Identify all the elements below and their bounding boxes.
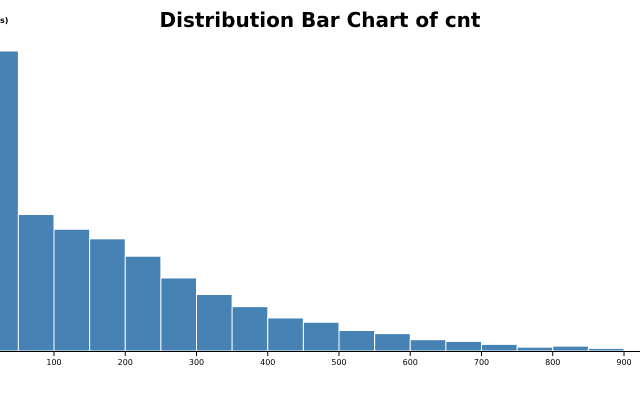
bar-10 <box>302 321 340 352</box>
x-tick-label-1: 200 <box>118 358 133 367</box>
x-axis-ticks: 100 200 300 400 500 600 700 800 900 <box>46 351 632 367</box>
bar-16 <box>516 346 554 352</box>
bar-13 <box>409 339 447 352</box>
bar-18 <box>587 347 625 352</box>
x-tick-label-8: 900 <box>616 358 631 367</box>
bar-12 <box>374 333 411 352</box>
bar-3 <box>53 228 91 352</box>
bar-5 <box>124 255 162 352</box>
bar-4 <box>89 238 126 352</box>
x-tick-label-2: 300 <box>189 358 204 367</box>
bar-11 <box>338 329 376 352</box>
x-tick-label-3: 400 <box>260 358 275 367</box>
x-tick-label-5: 600 <box>403 358 418 367</box>
bar-2 <box>17 213 55 352</box>
bar-8 <box>231 306 269 352</box>
bar-15 <box>481 343 518 352</box>
bar-14 <box>445 340 483 352</box>
bar-6 <box>160 277 198 352</box>
x-tick-label-0: 100 <box>46 358 61 367</box>
bar-1 <box>0 50 19 352</box>
x-tick-label-7: 800 <box>545 358 560 367</box>
x-tick-label-6: 700 <box>474 358 489 367</box>
bars <box>0 50 625 352</box>
bar-7 <box>196 293 233 352</box>
bar-17 <box>552 345 589 352</box>
bar-9 <box>267 317 304 352</box>
y-axis-label: s) <box>0 16 8 25</box>
x-tick-label-4: 500 <box>331 358 346 367</box>
chart-title: Distribution Bar Chart of cnt <box>160 8 481 32</box>
